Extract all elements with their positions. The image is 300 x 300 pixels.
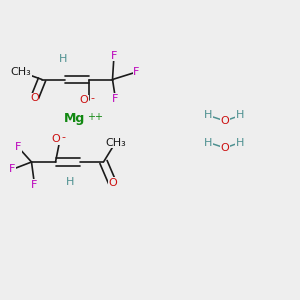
Text: H: H (236, 110, 244, 121)
Text: CH₃: CH₃ (105, 137, 126, 148)
Text: H: H (66, 177, 75, 188)
Text: -: - (90, 93, 94, 103)
Text: H: H (204, 137, 213, 148)
Text: H: H (59, 54, 67, 64)
Text: F: F (31, 179, 38, 190)
Text: Mg: Mg (64, 112, 86, 125)
Text: -: - (61, 132, 65, 142)
Text: O: O (80, 95, 88, 105)
Text: ++: ++ (87, 112, 103, 122)
Text: O: O (108, 178, 117, 188)
Text: F: F (111, 50, 117, 61)
Text: O: O (220, 116, 230, 126)
Text: O: O (220, 143, 230, 153)
Text: O: O (51, 134, 60, 145)
Text: H: H (236, 137, 244, 148)
Text: H: H (204, 110, 213, 121)
Text: O: O (30, 93, 39, 103)
Text: F: F (112, 94, 119, 104)
Text: F: F (133, 67, 140, 77)
Text: F: F (15, 142, 21, 152)
Text: F: F (9, 164, 15, 175)
Text: CH₃: CH₃ (11, 67, 32, 77)
